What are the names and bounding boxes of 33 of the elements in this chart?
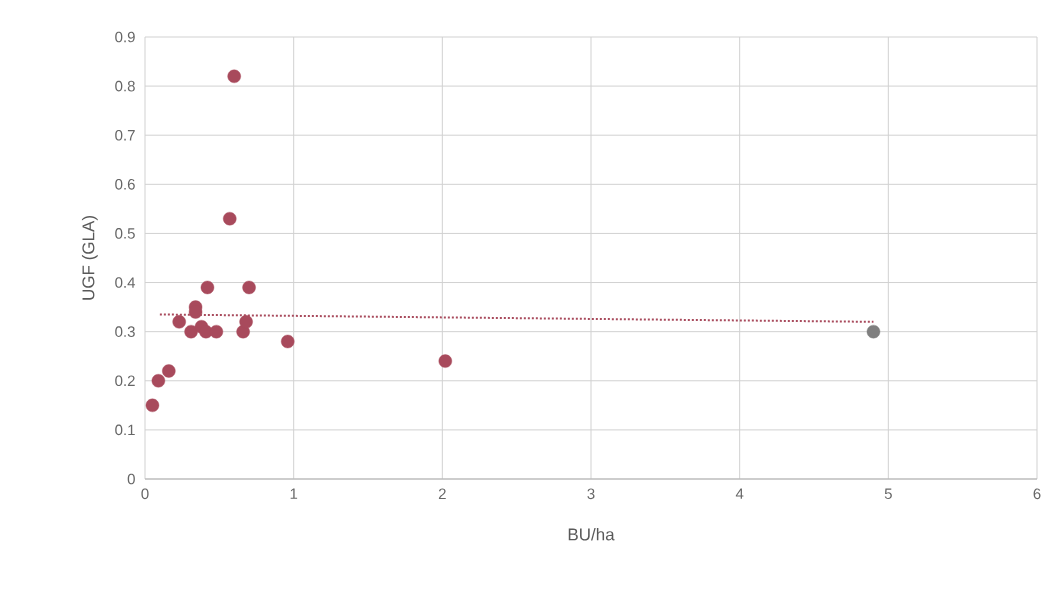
y-axis-title: UGF (GLA) (81, 216, 98, 300)
point (227, 69, 241, 83)
point (151, 374, 166, 388)
point (172, 315, 186, 329)
y-tick-label: 0.9 (115, 31, 135, 43)
y-tick-label: 0 (127, 473, 135, 485)
y-tick-label: 0.7 (115, 129, 135, 141)
x-tick-label: 4 (735, 488, 744, 499)
point (239, 315, 253, 329)
point (200, 280, 215, 295)
point (145, 398, 160, 413)
x-tick-label: 6 (1033, 488, 1041, 500)
point (242, 280, 256, 295)
point (223, 212, 237, 226)
x-tick-label: 5 (884, 488, 892, 499)
y-tick-label: 0.1 (115, 424, 135, 436)
y-tick-label: 0.6 (115, 179, 135, 190)
point (162, 364, 176, 378)
y-tick-label: 0.2 (115, 375, 135, 387)
y-tick-label: 0.4 (115, 277, 136, 288)
point (184, 324, 198, 339)
y-tick-label: 0.5 (115, 228, 135, 239)
point (438, 354, 453, 368)
y-tick-label: 0.8 (115, 80, 135, 92)
point (866, 324, 881, 339)
y-tick-label: 0.3 (115, 326, 135, 337)
point (281, 334, 295, 349)
x-tick-label: 2 (438, 488, 446, 499)
x-tick-label: 0 (141, 488, 149, 500)
x-axis-title: BU/ha (568, 528, 615, 541)
x-tick-label: 1 (290, 488, 298, 499)
x-tick-label: 3 (587, 488, 595, 500)
point (209, 324, 224, 339)
